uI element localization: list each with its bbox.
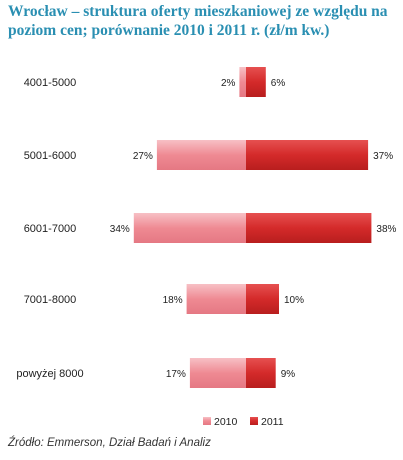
- value-label-2011: 38%: [376, 224, 396, 235]
- bar-2010: [239, 67, 246, 97]
- source-note: Źródło: Emmerson, Dział Badań i Analiz: [8, 437, 211, 449]
- value-label-2010: 2%: [221, 78, 236, 89]
- value-label-2011: 9%: [281, 369, 296, 380]
- category-label: 4001-5000: [24, 77, 77, 89]
- bar-2010: [133, 213, 246, 243]
- bar-2010: [189, 358, 246, 388]
- legend-2011-swatch: [250, 417, 258, 425]
- value-label-2011: 37%: [373, 151, 393, 162]
- bar-2011: [246, 284, 279, 314]
- value-label-2010: 18%: [163, 295, 183, 306]
- category-label: 6001-7000: [24, 223, 77, 235]
- value-label-2011: 10%: [284, 295, 304, 306]
- bar-2010: [156, 140, 246, 170]
- legend-2010-label: 2010: [214, 416, 238, 428]
- value-label-2010: 34%: [110, 224, 130, 235]
- category-label: 7001-8000: [24, 294, 77, 306]
- value-label-2011: 6%: [271, 78, 286, 89]
- bar-2011: [246, 358, 276, 388]
- bar-2011: [246, 140, 369, 170]
- legend-2010-swatch: [203, 417, 211, 425]
- bar-2010: [186, 284, 246, 314]
- bar-2011: [246, 67, 266, 97]
- category-label: powyżej 8000: [16, 368, 83, 380]
- chart-title: Wrocław – struktura oferty mieszkaniowej…: [8, 3, 388, 39]
- legend-2011-label: 2011: [261, 416, 284, 428]
- value-label-2010: 27%: [133, 151, 153, 162]
- category-label: 5001-6000: [24, 150, 77, 162]
- bar-2011: [246, 213, 372, 243]
- value-label-2010: 17%: [166, 369, 186, 380]
